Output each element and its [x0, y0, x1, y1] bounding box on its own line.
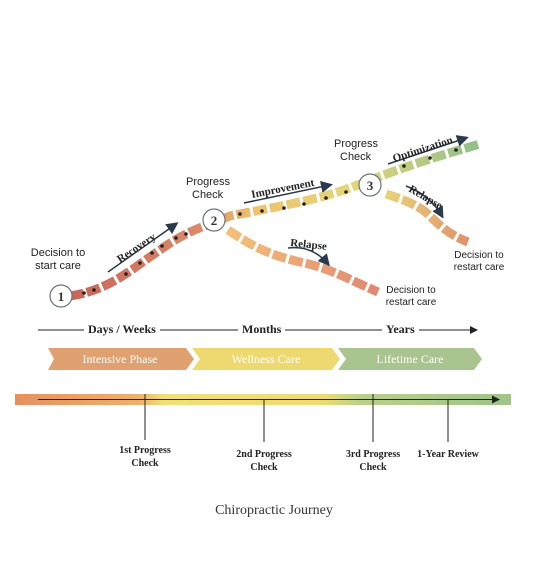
restart-2-line1: Decision to — [454, 250, 504, 261]
restart-1-line2: restart care — [385, 297, 437, 308]
axis-months: Months — [238, 322, 286, 337]
checkpoint-3-label: Progress Check — [334, 138, 404, 164]
path-dot — [344, 190, 348, 194]
path-dot — [174, 236, 178, 240]
path-dot — [160, 244, 164, 248]
checkpoint-3-label-line1: Progress — [334, 138, 379, 150]
checkpoint-1-circle — [49, 284, 73, 308]
optimization-arrow — [387, 135, 469, 165]
path-dot — [282, 206, 286, 210]
improvement-arrow — [243, 180, 333, 204]
checkpoint-2-label-line1: Progress — [186, 176, 231, 188]
relapse-path-1 — [225, 226, 380, 297]
path-dot — [428, 156, 432, 160]
path-dot — [402, 164, 406, 168]
checkpoint-2-number: 2 — [211, 213, 218, 228]
phase-wellness-shape — [192, 348, 340, 370]
relapse-label-1: Relapse — [290, 237, 328, 253]
milestone-4-label: 1-Year Review — [410, 448, 486, 461]
phase-intensive-label: Intensive Phase — [82, 352, 158, 366]
axis-years: Years — [382, 322, 419, 337]
checkpoint-2-label-line2: Check — [192, 189, 224, 201]
milestone-3-line1: 3rd Progress — [345, 449, 401, 460]
phase-lifetime-shape — [338, 348, 482, 370]
path-dot — [454, 148, 458, 152]
checkpoint-1-label-line2: start care — [35, 260, 81, 272]
checkpoint-3-circle — [358, 173, 382, 197]
diagram-title: Chiropractic Journey — [215, 503, 333, 518]
restart-1-line1: Decision to — [386, 285, 436, 296]
path-dot — [184, 232, 188, 236]
checkpoint-1-number: 1 — [58, 289, 65, 304]
recovery-arrow — [107, 222, 179, 273]
path-dots — [82, 148, 458, 295]
milestone-3-label: 3rd Progress Check — [338, 448, 408, 474]
milestone-1-label: 1st Progress Check — [110, 444, 180, 470]
restart-2-line2: restart care — [453, 262, 505, 273]
checkpoint-2-label: Progress Check — [186, 176, 256, 202]
path-dot — [138, 261, 142, 265]
path-dot — [238, 212, 242, 216]
checkpoint-2-circle — [202, 208, 226, 232]
relapse-arrow-1 — [287, 246, 330, 267]
milestone-4-line1: 1-Year Review — [417, 449, 479, 460]
main-journey-path — [69, 139, 482, 301]
restart-care-label-1: Decision to restart care — [378, 285, 444, 309]
milestone-2-line1: 2nd Progress — [236, 449, 292, 460]
path-dot — [82, 291, 86, 295]
checkpoint-3-number: 3 — [367, 178, 374, 193]
path-dot — [260, 209, 264, 213]
milestone-2-label: 2nd Progress Check — [229, 448, 299, 474]
phase-intensive-shape — [48, 348, 194, 370]
checkpoint-1-label-line1: Decision to — [30, 247, 86, 259]
milestone-2-line2: Check — [250, 462, 278, 473]
checkpoint-1-label: Decision to start care — [22, 247, 94, 273]
relapse-arrow-2 — [405, 185, 444, 219]
axis-days-weeks: Days / Weeks — [84, 322, 160, 337]
milestone-1-line1: 1st Progress — [119, 445, 171, 456]
path-dot — [124, 272, 128, 276]
milestone-1-line2: Check — [131, 458, 159, 469]
phase-wellness-label: Wellness Care — [231, 352, 301, 366]
path-dot — [92, 288, 96, 292]
milestone-3-line2: Check — [359, 462, 387, 473]
path-dot — [324, 196, 328, 200]
checkpoint-3-label-line2: Check — [340, 151, 372, 163]
restart-care-label-2: Decision to restart care — [446, 250, 512, 274]
path-dot — [150, 251, 154, 255]
path-dot — [302, 202, 306, 206]
phase-lifetime-label: Lifetime Care — [376, 352, 444, 366]
